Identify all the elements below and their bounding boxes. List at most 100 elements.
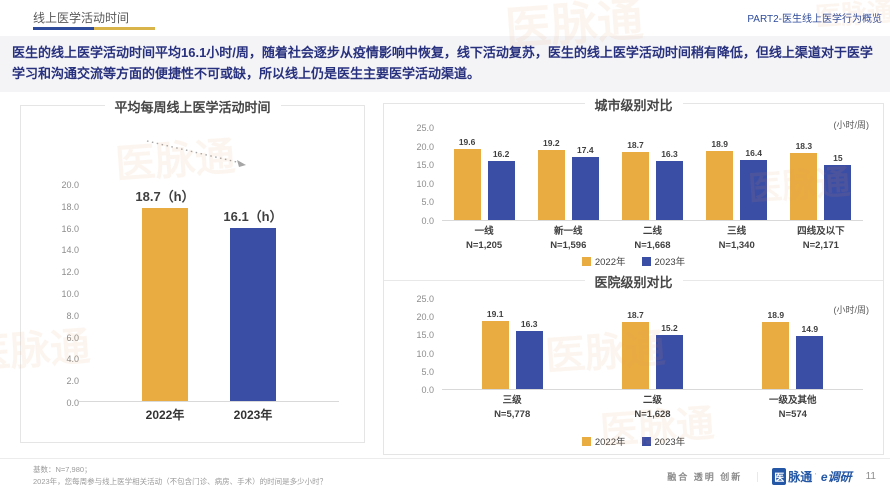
bar-group: 18.7 16.3 二线 N=1,668	[621, 129, 683, 251]
bar-column: 17.4	[571, 129, 599, 220]
bar	[515, 330, 543, 389]
category-label: 2022年	[145, 408, 185, 422]
hospital-chart-title: 医院级别对比	[584, 272, 683, 291]
category-sample-size: N=1,596	[550, 239, 587, 251]
legend-swatch	[641, 436, 651, 446]
axis-tick: 4.0	[66, 354, 79, 365]
axis-tick: 20.0	[61, 180, 79, 190]
axis-tick: 10.0	[416, 348, 434, 359]
category-label: 一级及其他 N=574	[769, 394, 817, 421]
weekly-chart-plot: 18.7（h） 2022年 16.1（h） 2023年	[79, 186, 339, 422]
medlive-logo: 医 脉通 ˒ e调研	[772, 468, 852, 485]
bar	[824, 165, 852, 220]
axis-tick: 15.0	[416, 330, 434, 341]
bar-group: 19.6 16.2 一线 N=1,205	[453, 129, 515, 251]
medlive-logo-text: 脉通	[788, 470, 813, 484]
bar-column: 16.4	[740, 129, 768, 220]
bar-value-label: 18.3	[795, 141, 813, 152]
city-chart-legend: 2022年 2023年	[384, 254, 883, 268]
footnote-question: 2023年，您每周参与线上医学相关活动（不包含门诊、病房、手术）的时间是多少小时…	[33, 477, 328, 486]
underline-blue-segment	[33, 27, 94, 30]
category-name: 二级	[642, 395, 662, 407]
category-sample-size: N=5,778	[494, 408, 531, 420]
axis-tick: 10.0	[416, 178, 434, 189]
footer-divider: ｜	[752, 473, 763, 484]
bar-group: 19.1 16.3 三级 N=5,778	[481, 300, 543, 420]
category-label: 2023年	[233, 408, 273, 422]
bar-value-label: 19.1	[486, 309, 504, 320]
axis-tick: 10.0	[61, 288, 79, 299]
axis-tick: 5.0	[421, 366, 434, 377]
bar	[740, 160, 768, 220]
category-sample-size: N=1,340	[718, 239, 755, 251]
legend-label: 2023年	[654, 437, 686, 448]
axis-tick: 12.0	[61, 267, 79, 278]
hospital-chart-unit-label: (小时/周)	[833, 305, 870, 315]
legend-item: 2022年	[581, 254, 626, 268]
medlive-logo-accent-icon: ˒	[814, 468, 817, 477]
category-label: 三线 N=1,340	[719, 225, 755, 252]
legend-item: 2022年	[581, 434, 626, 448]
bar-column: 18.7	[621, 300, 649, 389]
category-sample-size: N=1,628	[634, 408, 671, 420]
title-underline	[33, 27, 155, 30]
legend-swatch	[641, 256, 651, 266]
axis-tick: 0.0	[421, 215, 434, 226]
axis-tick: 25.0	[416, 123, 434, 133]
footer-right: 融合 透明 创新 ｜ 医 脉通 ˒ e调研 11	[667, 468, 876, 485]
axis-tick: 20.0	[416, 312, 434, 323]
bar-group: 18.7 15.2 二级 N=1,628	[621, 300, 683, 420]
axis-tick: 25.0	[416, 294, 434, 304]
bar-column: 19.2	[537, 129, 565, 220]
axis-tick: 8.0	[66, 310, 79, 321]
bar	[790, 153, 818, 220]
hospital-chart-legend: 2022年 2023年	[384, 434, 883, 448]
category-sample-size: N=1,205	[466, 239, 503, 251]
category-name: 一线	[474, 226, 494, 238]
axis-tick: 16.0	[61, 223, 79, 234]
bar	[487, 161, 515, 220]
category-label: 四线及以下 N=2,171	[797, 225, 845, 252]
underline-yellow-segment	[94, 27, 155, 30]
bar	[796, 335, 824, 389]
bar-column: 18.9	[706, 129, 734, 220]
category-sample-size: N=2,171	[802, 239, 839, 251]
axis-tick: 6.0	[66, 332, 79, 343]
legend-item: 2023年	[641, 254, 685, 268]
hospital-chart-yaxis: 25.0 20.0 15.0 10.0 5.0 0.0	[396, 295, 434, 395]
footnote: 基数：N=7,980； 2023年，您每周参与线上医学相关活动（不包含门诊、病房…	[33, 464, 327, 488]
category-name: 一级及其他	[769, 395, 817, 407]
bar-value-label: 16.1（h）	[223, 208, 283, 224]
hospital-chart-plot: 19.1 16.3 三级 N=5,778 18.7 15.2 二级 N=1,628 18.9 14…	[442, 300, 863, 420]
bar	[655, 160, 683, 220]
bar	[621, 151, 649, 220]
bar-value-label: 19.6	[458, 136, 476, 147]
bar-column: 18.7（h） 2022年	[135, 186, 194, 422]
summary-text: 医生的线上医学活动时间平均16.1小时/周，随着社会逐步从疫情影响中恢复，线下活…	[12, 45, 873, 81]
bar-value-label: 16.3	[661, 148, 678, 159]
axis-tick: 18.0	[61, 201, 79, 212]
category-label: 三级 N=5,778	[494, 394, 530, 421]
category-label: 二线 N=1,668	[634, 225, 670, 252]
bar-value-label: 16.2	[492, 149, 510, 160]
footer: 基数：N=7,980； 2023年，您每周参与线上医学相关活动（不包含门诊、病房…	[0, 458, 890, 500]
bar-column: 15	[824, 129, 852, 220]
category-label: 二级 N=1,628	[634, 394, 670, 421]
bar-column: 16.3	[655, 129, 683, 220]
bar-value-label: 16.3	[520, 318, 538, 329]
bar-value-label: 14.9	[801, 323, 819, 334]
bar	[230, 227, 276, 401]
category-name: 二线	[642, 226, 662, 238]
category-label: 一线 N=1,205	[466, 225, 502, 252]
bar-value-label: 18.7	[627, 139, 644, 150]
bar-column: 15.2	[655, 300, 683, 389]
axis-tick: 14.0	[61, 245, 79, 256]
footnote-base: 基数：N=7,980；	[33, 465, 92, 474]
bar	[537, 150, 565, 220]
category-name: 三级	[502, 395, 522, 407]
axis-tick: 20.0	[416, 141, 434, 152]
bar-group: 19.2 17.4 新一线 N=1,596	[537, 129, 599, 251]
category-name: 四线及以下	[797, 226, 845, 238]
bar	[655, 334, 683, 389]
bar-group: 18.9 14.9 一级及其他 N=574	[762, 300, 824, 420]
